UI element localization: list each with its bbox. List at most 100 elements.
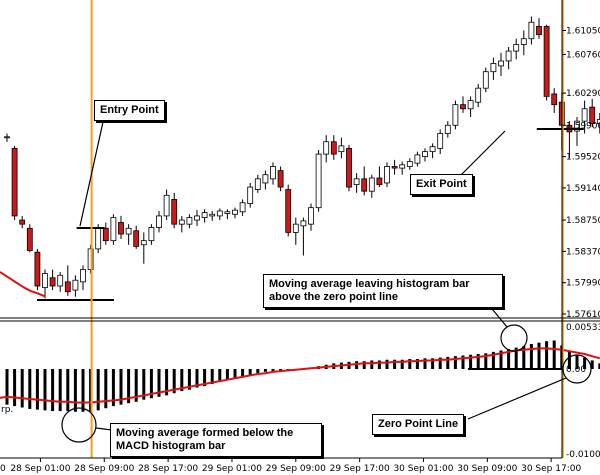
candle-bullish (262, 174, 269, 184)
candle-bullish (300, 220, 307, 227)
candle-bullish (308, 207, 314, 225)
candle-bullish (444, 124, 451, 134)
macd-tick-label: 0.00 (566, 365, 586, 375)
candle-bullish (467, 100, 474, 110)
candle-bullish (178, 219, 185, 225)
time-tick-label: 29 Sep 01:00 (202, 464, 262, 474)
candle-bullish (95, 227, 102, 250)
exit-point-callout: Exit Point (410, 174, 473, 195)
ma-formed-circle (61, 407, 97, 443)
candle-bullish (528, 21, 535, 40)
candle-bullish (513, 44, 520, 52)
exit-connector (459, 130, 506, 177)
candle-bullish (315, 153, 322, 209)
candle-bearish (376, 177, 383, 186)
candle-bearish (11, 147, 18, 217)
candle-bullish (148, 227, 155, 242)
entry-point-callout: Entry Point (94, 100, 165, 121)
candle-bullish (201, 212, 208, 218)
candle-bearish (551, 93, 558, 106)
candle-bullish (353, 178, 360, 186)
candle-bullish (140, 240, 147, 246)
candle-bullish (42, 273, 48, 289)
zero-point-line-callout: Zero Point Line (372, 414, 465, 435)
candle-bullish (163, 194, 170, 217)
time-tick-label: 30 Sep 09:00 (457, 464, 517, 474)
candle-bearish (361, 178, 368, 192)
candle-bullish (406, 161, 413, 167)
candle-bearish (536, 25, 542, 36)
macd-signal-line (0, 347, 600, 404)
candle-bullish (429, 146, 436, 153)
candle-bullish (422, 151, 428, 157)
candle-bearish (171, 199, 178, 225)
candle-bullish (574, 120, 580, 132)
time-tick-label: 29 Sep 17:00 (330, 464, 390, 474)
candle-bullish (57, 274, 64, 287)
ma-leaving-callout: Moving average leaving histogram bar abo… (263, 274, 503, 308)
ma-formed-connector (95, 427, 113, 431)
zero-line-circle (562, 354, 592, 384)
macd-tick-label: 0.00533 (566, 323, 600, 333)
candle-bullish (254, 178, 261, 190)
time-tick-label: 30 Sep 17:00 (521, 464, 581, 474)
candle-bullish (292, 223, 299, 233)
candle-bullish (125, 227, 132, 235)
price-tick-label: 1.58370 (566, 247, 600, 257)
candle-bearish (330, 141, 337, 155)
candle-bullish (482, 71, 489, 89)
candle-bearish (102, 227, 109, 242)
price-tick-label: 1.57990 (566, 279, 600, 289)
price-tick-label: 1.60760 (566, 50, 600, 60)
candle-bearish (49, 277, 56, 287)
candle-bullish (72, 279, 79, 291)
candle-bearish (34, 251, 41, 287)
candle-bullish (239, 202, 246, 213)
candle-bearish (277, 170, 284, 188)
annotation-shapes (61, 121, 592, 443)
candle-bullish (399, 164, 406, 169)
time-tick-label: 29 Sep 09:00 (266, 464, 326, 474)
candle-bullish (110, 217, 117, 242)
entry-connector (79, 121, 104, 227)
candle-bullish (581, 108, 588, 122)
candle-bullish (323, 141, 330, 155)
candle-bullish (4, 136, 10, 139)
candle-bullish (414, 154, 421, 164)
candle-bullish (224, 211, 231, 214)
price-tick-label: 1.57610 (566, 310, 600, 320)
price-tick-label: 1.61050 (566, 26, 600, 36)
price-panel (0, 16, 600, 301)
candle-bullish (384, 166, 390, 184)
vertical-markers (90, 0, 564, 458)
candle-bullish (156, 215, 162, 228)
candle-bullish (186, 217, 193, 225)
candle-bullish (452, 104, 459, 126)
candle-bearish (589, 106, 596, 125)
candle-bearish (285, 189, 292, 233)
candle-bullish (338, 145, 345, 153)
time-tick-label: 30 Sep 01:00 (393, 464, 453, 474)
footer-left-label: rp. (1, 405, 13, 415)
candle-bullish (80, 269, 86, 283)
candle-bullish (270, 166, 276, 180)
zero-line-connector (467, 377, 567, 420)
candle-bullish (505, 50, 512, 62)
candle-bearish (346, 147, 352, 188)
candle-bearish (391, 166, 398, 169)
candle-bullish (520, 38, 527, 45)
candle-bullish (368, 177, 375, 192)
time-tick-label: 28 Sep 01:00 (10, 464, 70, 474)
candle-bearish (543, 25, 550, 97)
candle-bullish (247, 186, 254, 204)
price-tick-label: 1.58750 (566, 216, 600, 226)
candle-bearish (64, 281, 71, 293)
price-tick-label: 1.59140 (566, 184, 600, 194)
price-tick-label: 1.59520 (566, 153, 600, 163)
price-tick-label: 1.60290 (566, 89, 600, 99)
price-moving-average (0, 271, 46, 298)
ma-formed-callout: Moving average formed below the MACD his… (110, 423, 322, 457)
candle-bullish (498, 60, 504, 67)
candle-bearish (133, 230, 140, 247)
